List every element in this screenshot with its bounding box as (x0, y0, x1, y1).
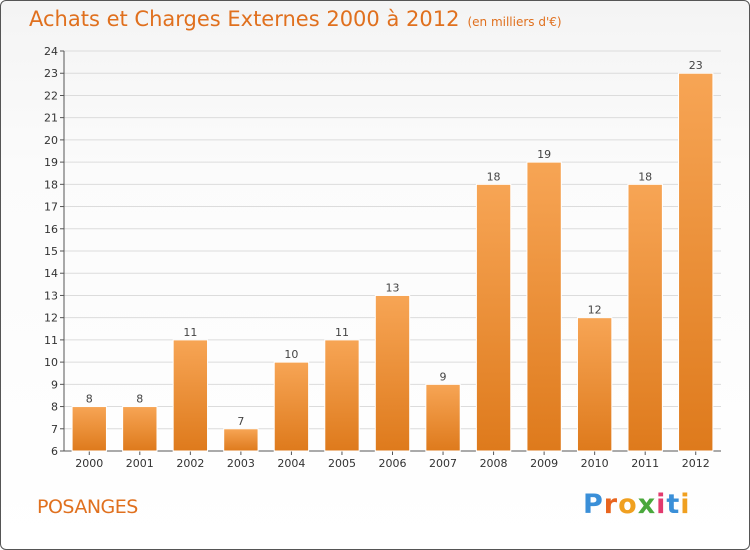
logo-letter: i (656, 489, 667, 520)
bars (71, 72, 714, 452)
bar (627, 183, 663, 452)
data-label: 12 (588, 304, 602, 317)
logo-letter: x (637, 489, 657, 520)
data-label: 18 (638, 170, 652, 183)
x-tick-label: 2009 (530, 457, 558, 470)
data-label: 11 (183, 326, 197, 339)
x-tick-label: 2005 (328, 457, 356, 470)
data-label: 9 (440, 370, 447, 383)
data-label: 11 (335, 326, 349, 339)
data-label: 8 (86, 393, 93, 406)
commune-name: POSANGES (37, 496, 138, 518)
x-tick-label: 2010 (581, 457, 609, 470)
x-tick-label: 2006 (379, 457, 407, 470)
data-label: 13 (386, 281, 400, 294)
bar (425, 383, 461, 452)
x-tick-label: 2000 (75, 457, 103, 470)
logo-letter: P (583, 489, 604, 520)
logo-letter: o (618, 489, 638, 520)
bar (172, 339, 209, 452)
y-tick-label: 22 (44, 89, 58, 102)
y-tick-label: 23 (44, 67, 58, 80)
data-label: 18 (487, 170, 501, 183)
y-tick-label: 19 (44, 156, 58, 169)
y-tick-label: 13 (44, 289, 58, 302)
bar (678, 72, 714, 452)
y-tick-label: 17 (44, 201, 58, 214)
y-tick-label: 18 (44, 178, 58, 191)
y-tick-label: 24 (44, 45, 58, 58)
data-label: 8 (136, 393, 143, 406)
y-tick-label: 21 (44, 112, 58, 125)
y-tick-label: 15 (44, 245, 58, 258)
y-tick-label: 7 (51, 423, 58, 436)
x-tick-label: 2007 (429, 457, 457, 470)
bar (374, 294, 411, 452)
logo-letter: r (603, 489, 619, 520)
chart-subtitle: (en milliers d'€) (467, 15, 562, 29)
logo-letter: i (680, 489, 691, 520)
bar (223, 428, 259, 452)
x-tick-label: 2008 (480, 457, 508, 470)
logo-letter: t (666, 489, 681, 520)
bar (122, 406, 158, 452)
bar (273, 361, 310, 452)
x-tick-label: 2003 (227, 457, 255, 470)
x-tick-label: 2002 (176, 457, 204, 470)
y-tick-label: 10 (44, 356, 58, 369)
y-tick-label: 9 (51, 378, 58, 391)
bar (526, 161, 562, 452)
y-tick-label: 14 (44, 267, 58, 280)
data-label: 10 (284, 348, 298, 361)
x-tick-label: 2004 (277, 457, 305, 470)
data-labels: 8 8 11 7 10 11 13 9 18 19 12 18 23 (86, 59, 703, 428)
chart-title-text: Achats et Charges Externes 2000 à 2012 (29, 7, 460, 31)
y-tick-label: 20 (44, 134, 58, 147)
data-label: 7 (237, 415, 244, 428)
x-tick-label: 2001 (126, 457, 154, 470)
data-label: 23 (689, 59, 703, 72)
bar (576, 317, 613, 452)
y-tick-label: 6 (51, 445, 58, 458)
bar (324, 339, 360, 452)
data-label: 19 (537, 148, 551, 161)
x-tick-label: 2012 (682, 457, 710, 470)
proxiti-logo: Proxiti (583, 489, 691, 520)
x-tick-label: 2011 (631, 457, 659, 470)
y-tick-label: 11 (44, 334, 58, 347)
y-tick-label: 8 (51, 401, 58, 414)
y-tick-label: 16 (44, 223, 58, 236)
y-tick-label: 12 (44, 312, 58, 325)
chart-title: Achats et Charges Externes 2000 à 2012 (e… (29, 7, 562, 31)
bar (475, 183, 512, 452)
bar (71, 406, 107, 452)
